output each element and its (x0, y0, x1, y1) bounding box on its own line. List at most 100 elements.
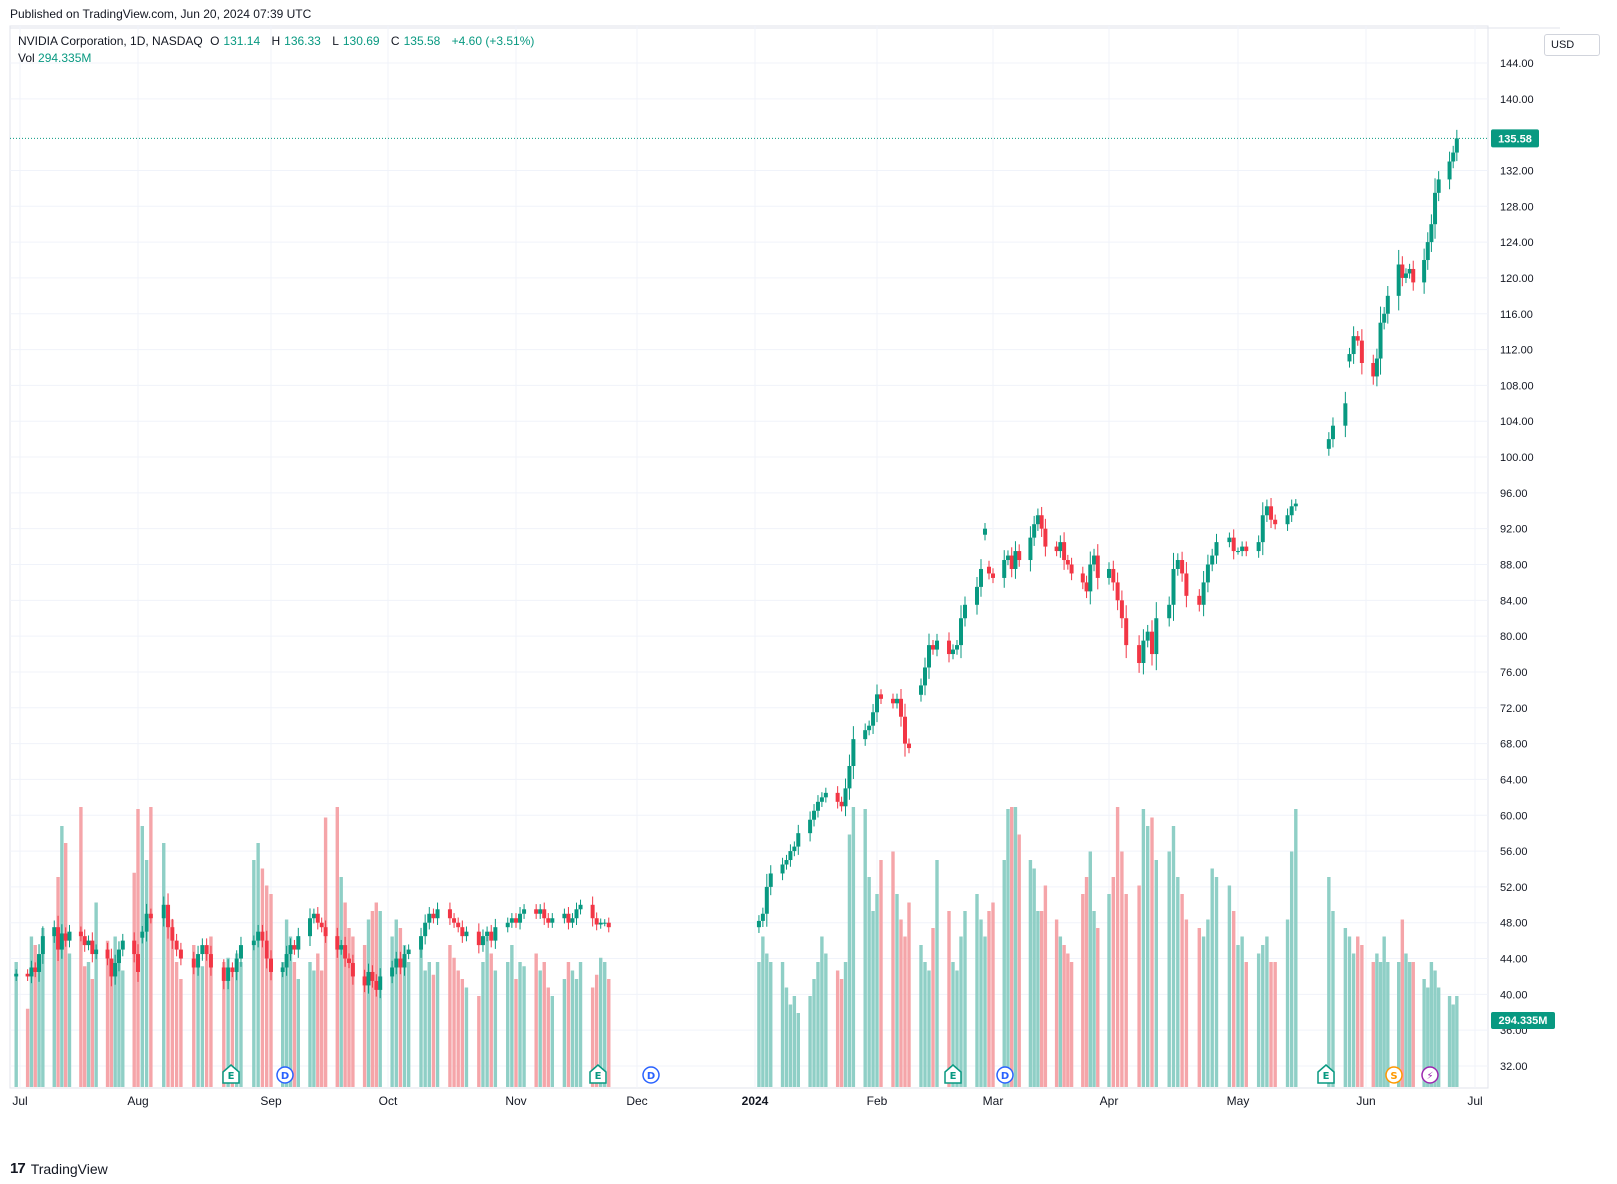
event-flash-icon[interactable]: ⚡ (1421, 1066, 1439, 1084)
volume-bar (835, 970, 840, 1087)
volume-bar (1371, 962, 1375, 1087)
volume-bar (481, 962, 485, 1087)
candle-body (1154, 618, 1159, 655)
volume-bar (514, 979, 518, 1087)
candle-body (489, 931, 494, 941)
volume-bars (14, 807, 1459, 1087)
candle-body (1035, 515, 1040, 525)
volume-bar (86, 962, 91, 1087)
price-axis[interactable]: 144.00 140.00 132.00 128.00 124.00 120.00 116.… (1491, 58, 1555, 1073)
event-e-icon[interactable]: E (1317, 1064, 1335, 1084)
candle-body (323, 927, 328, 937)
x-tick-label: Feb (867, 1094, 888, 1108)
candle-body (1411, 268, 1416, 283)
y-tick-label: 48.00 (1500, 918, 1528, 930)
symbol-title[interactable]: NVIDIA Corporation, 1D, NASDAQ (18, 34, 203, 48)
volume-bar (1054, 919, 1059, 1087)
event-letter: S (1390, 1071, 1397, 1082)
candle-body (264, 940, 269, 959)
event-letter: ⚡ (1426, 1071, 1433, 1082)
candle-body (843, 788, 848, 807)
candle-body (394, 958, 399, 968)
candle-body (895, 698, 899, 704)
volume-bar (808, 996, 812, 1087)
event-d-icon[interactable]: D (642, 1066, 660, 1084)
event-e-icon[interactable]: E (589, 1064, 607, 1084)
volume-bar (935, 860, 939, 1087)
volume-bar (1375, 953, 1379, 1087)
candle-body (991, 573, 995, 578)
volume-bar (281, 962, 285, 1087)
volume-bar (456, 970, 460, 1087)
volume-bar (1039, 911, 1044, 1087)
candle-body (464, 931, 469, 937)
volume-bar (931, 928, 935, 1087)
last-price-badge (1491, 129, 1539, 148)
candle-body (760, 913, 765, 921)
event-e-icon[interactable]: E (222, 1064, 240, 1084)
candle-body (1145, 631, 1150, 641)
event-d-icon[interactable]: D (996, 1066, 1014, 1084)
candle-body (402, 954, 407, 968)
candle-body (875, 694, 879, 713)
volume-bar (140, 826, 144, 1087)
candle-body (1289, 506, 1294, 516)
volume-bar (1167, 851, 1171, 1087)
volume-bar (117, 962, 121, 1087)
candle-body (1013, 551, 1018, 569)
volume-bar (550, 996, 554, 1087)
volume-bar (398, 928, 403, 1087)
candle-body (452, 918, 457, 923)
volume-bar (927, 970, 931, 1087)
y-tick-label: 68.00 (1500, 739, 1528, 751)
volume-bar (919, 945, 923, 1087)
volume-bar (1058, 936, 1063, 1087)
candle-body (923, 667, 927, 686)
volume-bar (1351, 953, 1356, 1087)
volume-bar (448, 945, 452, 1087)
candle-body (460, 927, 465, 937)
volume-bar (1256, 953, 1261, 1087)
candle-body (1374, 358, 1379, 377)
candle-body (319, 922, 324, 928)
volume-bar (204, 953, 209, 1087)
plot-frame (9, 25, 1489, 1089)
volume-bar (1411, 962, 1415, 1087)
volume-bar (1120, 851, 1124, 1087)
candle-body (1032, 524, 1037, 538)
candle-body (1171, 568, 1176, 605)
event-d-icon[interactable]: D (276, 1066, 294, 1084)
candle-body (1017, 551, 1022, 561)
volume-bar (79, 807, 83, 1087)
volume-bar (538, 970, 542, 1087)
volume-bar (394, 919, 398, 1087)
candle-body (1403, 273, 1408, 278)
volume-bar (323, 817, 328, 1087)
candle-body (406, 949, 411, 955)
event-letter: D (647, 1071, 655, 1082)
y-tick-label: 60.00 (1500, 810, 1528, 822)
time-axis[interactable]: Jul Aug Sep Oct Nov Dec 2024 Feb Mar Apr May Jun Jul (12, 1094, 1482, 1108)
candle-body (1351, 336, 1356, 355)
volume-bar (1343, 928, 1348, 1087)
volume-bar (534, 953, 538, 1087)
candle-body (33, 967, 38, 972)
candle-body (419, 936, 424, 950)
volume-bar (879, 860, 883, 1087)
volume-bar (923, 962, 927, 1087)
tradingview-logo[interactable]: 17 TradingView (10, 1160, 108, 1177)
volume-bar (14, 962, 18, 1087)
volume-bar (1081, 894, 1085, 1087)
event-e-icon[interactable]: E (944, 1064, 962, 1084)
volume-bar (1236, 945, 1240, 1087)
volume-bar (603, 962, 607, 1087)
event-s-icon[interactable]: S (1385, 1066, 1403, 1084)
candle-body (1343, 403, 1348, 426)
volume-bar (174, 962, 179, 1087)
candle-body (1205, 564, 1210, 583)
event-markers[interactable]: E D E D E D E S ⚡ (222, 1064, 1439, 1084)
candle-body (534, 909, 539, 914)
currency-button[interactable]: USD (1544, 34, 1600, 56)
candle-body (871, 712, 876, 726)
